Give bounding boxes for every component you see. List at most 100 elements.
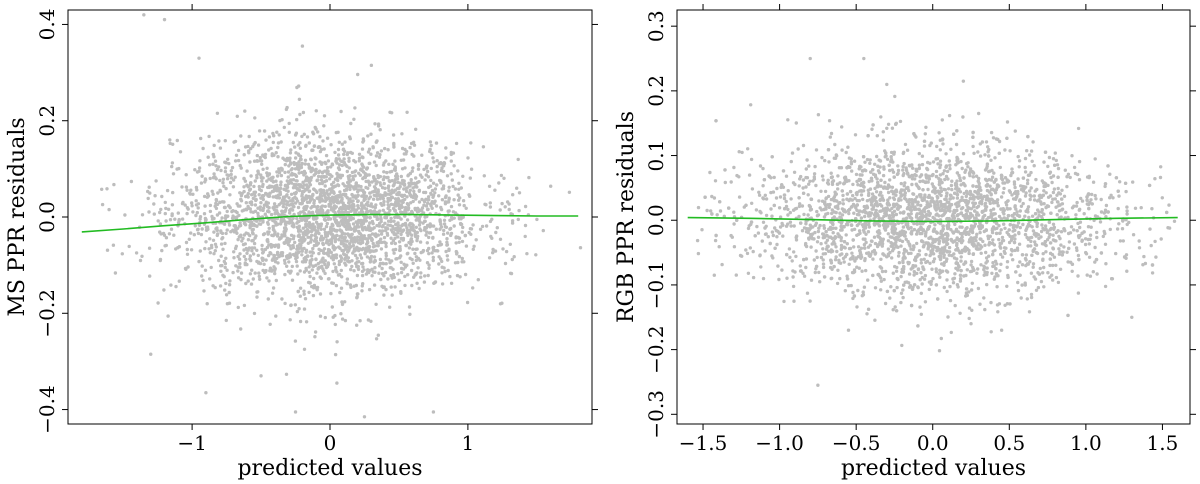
scatter-point	[380, 240, 384, 245]
scatter-point	[863, 160, 867, 164]
scatter-point	[1056, 280, 1061, 285]
scatter-point	[231, 270, 235, 275]
scatter-point	[350, 264, 354, 269]
scatter-point	[433, 191, 437, 195]
scatter-point	[1054, 263, 1058, 267]
scatter-point	[253, 271, 257, 275]
x-axis-label: predicted values	[237, 456, 422, 481]
scatter-point	[266, 230, 270, 234]
scatter-point	[200, 227, 204, 231]
scatter-point	[880, 194, 884, 198]
scatter-point	[290, 264, 294, 269]
scatter-point	[910, 182, 914, 187]
scatter-point	[328, 177, 332, 181]
scatter-point	[367, 228, 371, 232]
scatter-point	[437, 178, 442, 183]
scatter-point	[336, 178, 340, 183]
scatter-point	[255, 176, 259, 180]
scatter-point	[894, 240, 898, 245]
scatter-point	[235, 114, 239, 119]
scatter-point	[993, 156, 997, 160]
scatter-point	[1047, 155, 1052, 160]
scatter-point	[308, 240, 313, 244]
scatter-point	[896, 254, 901, 258]
scatter-point	[409, 141, 414, 146]
scatter-point	[187, 237, 191, 241]
scatter-point	[425, 169, 430, 174]
scatter-point	[217, 165, 221, 169]
scatter-point	[386, 148, 390, 152]
scatter-point	[419, 250, 423, 255]
scatter-point	[349, 267, 353, 272]
scatter-point	[355, 323, 359, 327]
scatter-point	[315, 285, 320, 290]
scatter-point	[429, 166, 433, 171]
scatter-point	[243, 242, 247, 246]
scatter-point	[245, 262, 249, 267]
scatter-point	[274, 151, 278, 155]
scatter-point	[428, 140, 433, 144]
scatter-point	[453, 187, 458, 191]
scatter-point	[356, 221, 360, 225]
scatter-point	[471, 223, 475, 227]
scatter-point	[210, 189, 214, 193]
scatter-point	[1075, 200, 1079, 205]
scatter-point	[995, 303, 1000, 307]
scatter-point	[271, 140, 275, 145]
scatter-point	[348, 187, 352, 192]
scatter-point	[412, 143, 417, 147]
scatter-point	[879, 115, 883, 119]
scatter-point	[248, 272, 253, 276]
scatter-point	[370, 267, 374, 271]
scatter-point	[949, 202, 954, 207]
scatter-point	[491, 247, 495, 252]
scatter-point	[368, 250, 372, 254]
scatter-point	[285, 220, 290, 225]
scatter-point	[397, 240, 402, 244]
scatter-point	[299, 229, 303, 233]
scatter-point	[1024, 263, 1028, 268]
scatter-point	[218, 284, 223, 288]
scatter-point	[288, 151, 293, 155]
scatter-point	[213, 285, 217, 290]
scatter-point	[896, 164, 900, 168]
scatter-point	[440, 198, 445, 202]
scatter-point	[900, 343, 904, 348]
scatter-point	[460, 256, 464, 261]
scatter-point	[208, 277, 212, 281]
scatter-point	[323, 262, 327, 267]
scatter-point	[938, 208, 942, 213]
scatter-point	[306, 162, 311, 167]
scatter-point	[307, 210, 311, 214]
scatter-point	[406, 203, 411, 207]
scatter-point	[285, 179, 289, 183]
scatter-point	[247, 149, 251, 153]
scatter-point	[342, 157, 346, 161]
scatter-point	[422, 167, 426, 172]
scatter-point	[245, 169, 249, 173]
scatter-point	[386, 199, 390, 204]
scatter-point	[729, 180, 733, 184]
scatter-point	[244, 257, 248, 262]
scatter-point	[382, 170, 386, 174]
scatter-point	[516, 217, 520, 222]
scatter-point	[868, 243, 872, 247]
x-tick-label: −1	[177, 431, 206, 455]
scatter-point	[441, 184, 446, 188]
scatter-point	[277, 213, 281, 217]
scatter-point	[1050, 273, 1054, 277]
scatter-point	[435, 183, 439, 187]
scatter-point	[403, 283, 407, 288]
scatter-point	[384, 244, 388, 249]
scatter-point	[991, 238, 995, 242]
scatter-point	[819, 189, 823, 193]
scatter-point	[777, 206, 782, 210]
scatter-point	[910, 216, 914, 221]
scatter-point	[313, 225, 317, 229]
scatter-point	[509, 271, 514, 276]
scatter-point	[340, 317, 345, 321]
scatter-point	[818, 280, 822, 284]
scatter-point	[314, 239, 319, 243]
scatter-point	[346, 250, 350, 254]
scatter-point	[801, 143, 806, 148]
